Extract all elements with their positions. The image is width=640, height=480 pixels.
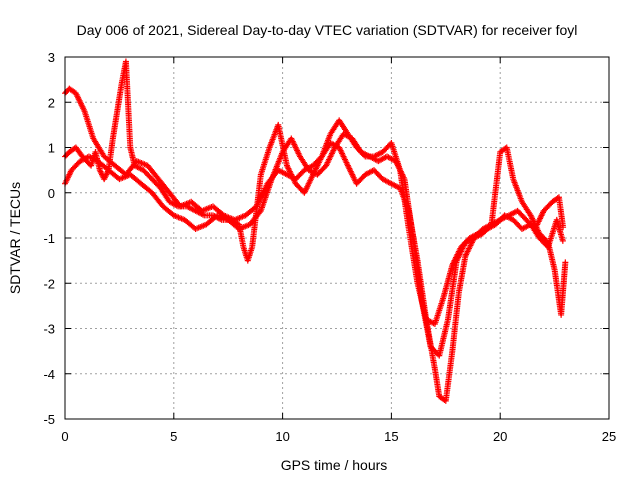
y-tick-label: -5 [43, 412, 55, 427]
x-tick-label: 25 [602, 429, 616, 444]
data-point-marker [559, 237, 566, 244]
x-ticks: 0 5 10 15 20 25 [61, 57, 616, 444]
y-tick-label: 2 [48, 95, 55, 110]
data-layer [62, 58, 569, 404]
grid [65, 57, 609, 419]
y-tick-label: -4 [43, 367, 55, 382]
y-tick-label: 0 [48, 186, 55, 201]
y-tick-label: -3 [43, 322, 55, 337]
x-tick-label: 10 [275, 429, 289, 444]
y-tick-label: -1 [43, 231, 55, 246]
series-track-2 [62, 85, 566, 327]
y-tick-label: 1 [48, 141, 55, 156]
x-axis-label: GPS time / hours [281, 457, 388, 473]
x-tick-label: 0 [61, 429, 68, 444]
x-tick-label: 15 [384, 429, 398, 444]
x-tick-label: 5 [170, 429, 177, 444]
series-track-3 [62, 130, 567, 359]
data-point-marker [256, 209, 263, 216]
data-point-marker [562, 259, 569, 266]
chart-title: Day 006 of 2021, Sidereal Day-to-day VTE… [77, 22, 578, 38]
data-point-marker [560, 224, 567, 231]
y-tick-label: -2 [43, 276, 55, 291]
x-tick-label: 20 [493, 429, 507, 444]
y-ticks: -5 -4 -3 -2 -1 0 1 2 3 [43, 50, 609, 427]
y-axis-label: SDTVAR / TECUs [7, 182, 23, 294]
y-tick-label: 3 [48, 50, 55, 65]
series-track-1 [62, 58, 569, 404]
